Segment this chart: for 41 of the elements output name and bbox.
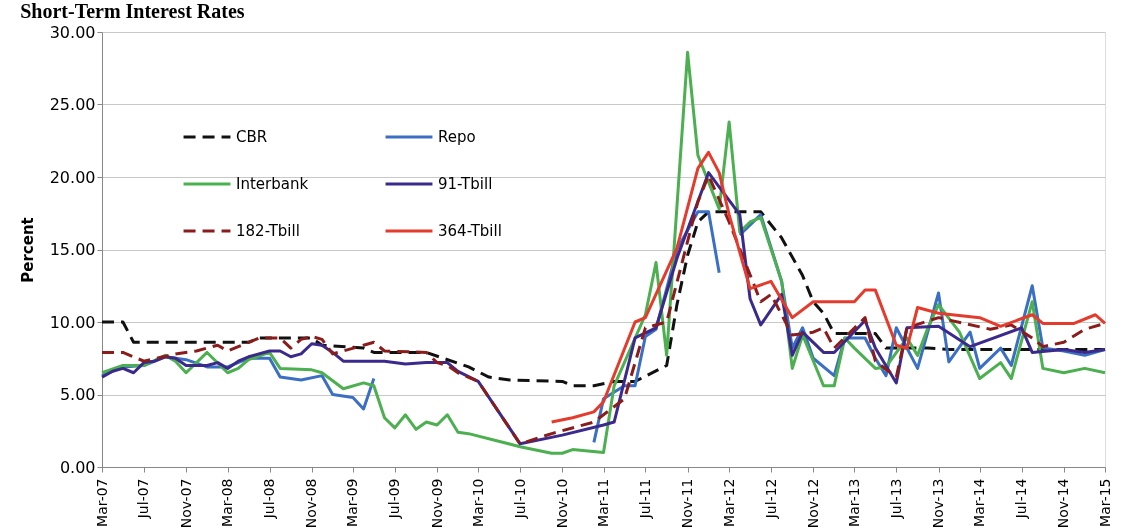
x-tick-label: Nov-08 xyxy=(303,478,320,529)
x-tick-label: Nov-10 xyxy=(553,478,570,529)
x-tick-label: Mar-10 xyxy=(469,478,486,527)
y-axis-title: Percent xyxy=(18,217,37,283)
x-tick-label: Mar-13 xyxy=(845,478,862,527)
y-tick-label: 10.00 xyxy=(49,312,96,332)
legend-label: Interbank xyxy=(236,175,309,193)
x-tick-label: Jul-14 xyxy=(1013,478,1030,520)
x-tick-label: Mar-07 xyxy=(93,478,110,527)
x-tick-label: Jul-12 xyxy=(762,478,779,520)
x-tick-label: Jul-07 xyxy=(135,478,152,520)
y-tick-label: 0.00 xyxy=(59,457,96,477)
x-tick-label: Nov-09 xyxy=(428,478,445,529)
y-tick-label: 25.00 xyxy=(49,95,96,114)
x-tick-label: Jul-08 xyxy=(261,478,278,520)
x-tick-label: Mar-12 xyxy=(720,478,737,527)
y-tick-label: 30.00 xyxy=(49,22,96,42)
chart-title: Short-Term Interest Rates xyxy=(20,0,245,22)
x-tick-label: Jul-10 xyxy=(511,478,528,520)
x-tick-label: Nov-14 xyxy=(1055,478,1072,529)
x-tick-label: Nov-13 xyxy=(930,478,947,529)
x-tick-label: Jul-11 xyxy=(636,478,653,520)
legend-label: CBR xyxy=(236,128,268,146)
y-tick-label: 15.00 xyxy=(49,240,96,259)
x-tick-label: Mar-09 xyxy=(344,478,361,527)
x-tick-label: Jul-13 xyxy=(887,478,904,520)
x-tick-label: Mar-15 xyxy=(1096,478,1113,527)
y-tick-label: 20.00 xyxy=(49,167,96,187)
x-tick-label: Jul-09 xyxy=(386,478,403,520)
x-tick-label: Nov-07 xyxy=(177,478,194,529)
legend-label: 91-Tbill xyxy=(438,175,493,193)
legend-label: Repo xyxy=(438,128,476,146)
y-tick-label: 5.00 xyxy=(59,385,96,404)
x-tick-label: Mar-11 xyxy=(595,478,611,527)
line-series xyxy=(550,150,1107,424)
x-tick-label: Mar-08 xyxy=(219,478,236,527)
legend-label: 364-Tbill xyxy=(438,222,502,240)
x-tick-label: Nov-11 xyxy=(679,478,696,529)
legend-label: 182-Tbill xyxy=(236,222,300,240)
x-tick-label: Mar-14 xyxy=(971,478,988,527)
x-tick-label: Nov-12 xyxy=(804,478,821,529)
